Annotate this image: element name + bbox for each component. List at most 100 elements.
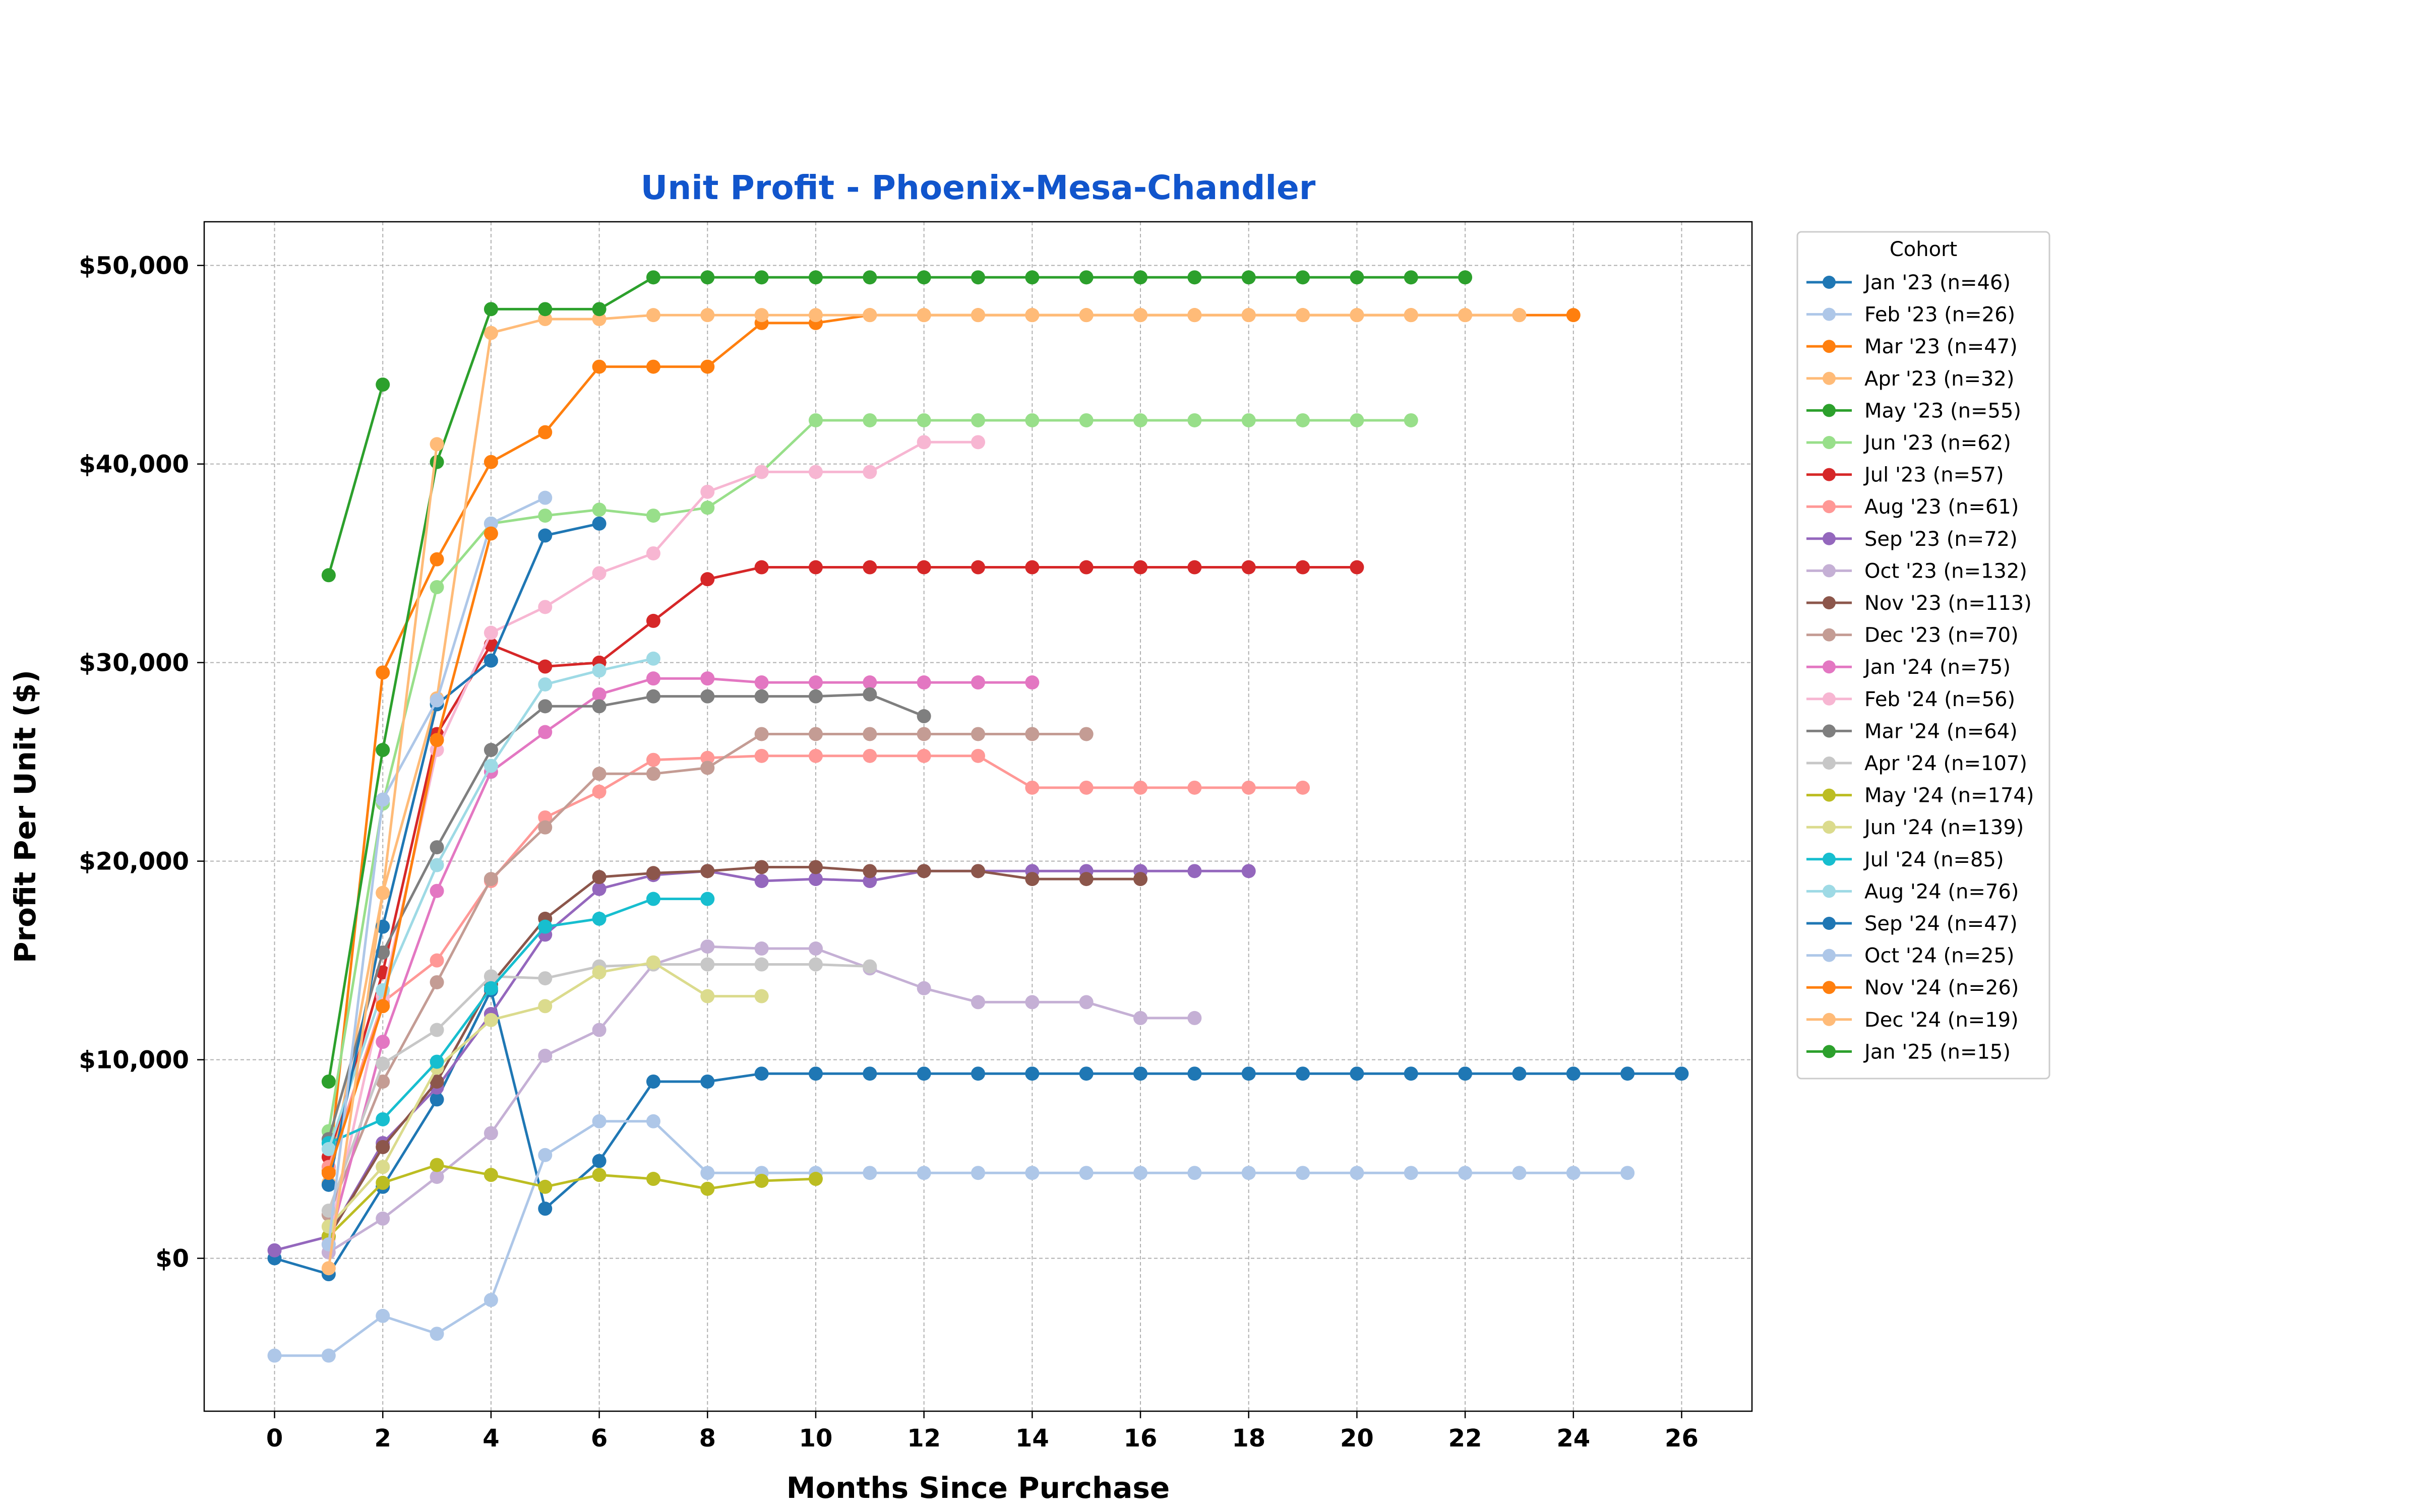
data-point [321, 1177, 336, 1192]
data-point [700, 892, 715, 906]
legend-swatch-marker [1823, 276, 1836, 289]
series-11 [321, 727, 1094, 1222]
series-lines [267, 270, 1689, 1363]
data-point [1187, 780, 1202, 795]
legend-label: Apr '23 (n=32) [1864, 367, 2015, 391]
data-point [592, 302, 607, 317]
data-point [1187, 1066, 1202, 1081]
data-point [321, 1261, 336, 1276]
legend-swatch-marker [1823, 436, 1836, 449]
data-point [321, 1074, 336, 1089]
data-point [483, 1013, 498, 1027]
data-point [483, 872, 498, 887]
legend-swatch-marker [1823, 821, 1836, 834]
data-point [538, 725, 553, 739]
data-point [1404, 1066, 1418, 1081]
data-point [321, 1166, 336, 1180]
data-point [376, 1112, 390, 1126]
data-point [376, 377, 390, 392]
data-point [1025, 675, 1040, 690]
data-point [538, 490, 553, 505]
data-point [1458, 270, 1473, 285]
data-point [971, 308, 985, 323]
y-tick-label: $0 [155, 1245, 189, 1273]
data-point [917, 748, 931, 763]
data-point [700, 359, 715, 374]
data-point [754, 727, 769, 741]
data-point [917, 560, 931, 575]
data-point [430, 693, 444, 708]
x-tick-label: 16 [1124, 1424, 1158, 1453]
data-point [808, 413, 823, 427]
data-point [863, 1166, 877, 1180]
data-point [971, 748, 985, 763]
series-4 [321, 270, 1473, 1089]
data-point [376, 1035, 390, 1049]
series-20 [321, 516, 607, 1192]
data-point [1025, 1166, 1040, 1180]
data-point [538, 820, 553, 835]
data-point [430, 1170, 444, 1184]
legend-swatch-marker [1823, 307, 1836, 321]
data-point [483, 759, 498, 773]
data-point [1133, 1011, 1148, 1025]
data-point [700, 1074, 715, 1089]
data-point [700, 957, 715, 972]
x-tick-label: 8 [699, 1424, 716, 1453]
data-point [1079, 413, 1094, 427]
legend-label: Nov '24 (n=26) [1864, 976, 2019, 999]
data-point [754, 675, 769, 690]
data-point [592, 1023, 607, 1037]
data-point [917, 413, 931, 427]
data-point [646, 1074, 660, 1089]
data-point [700, 308, 715, 323]
data-point [1296, 1166, 1310, 1180]
data-point [808, 957, 823, 972]
data-point [917, 435, 931, 450]
data-point [1079, 1166, 1094, 1180]
data-point [1079, 872, 1094, 887]
data-point [1404, 413, 1418, 427]
data-point [538, 600, 553, 614]
data-point [808, 727, 823, 741]
data-point [971, 1066, 985, 1081]
data-point [971, 864, 985, 878]
series-line [327, 566, 1357, 1158]
data-point [592, 663, 607, 678]
data-point [376, 665, 390, 680]
data-point [430, 858, 444, 872]
legend-swatch-marker [1823, 885, 1836, 898]
x-tick-label: 18 [1232, 1424, 1265, 1453]
data-point [483, 516, 498, 531]
data-point [917, 675, 931, 690]
series-21 [321, 490, 553, 1252]
y-tick-label: $50,000 [79, 252, 189, 280]
data-point [700, 939, 715, 954]
legend-swatch-marker [1823, 1045, 1836, 1058]
data-point [538, 971, 553, 986]
data-point [808, 860, 823, 874]
data-point [754, 989, 769, 1003]
data-point [483, 981, 498, 995]
data-point [483, 743, 498, 758]
data-point [1187, 1011, 1202, 1025]
legend-swatch-marker [1823, 404, 1836, 417]
data-point [1133, 560, 1148, 575]
data-point [592, 881, 607, 896]
data-point [592, 502, 607, 517]
legend-label: Aug '24 (n=76) [1864, 880, 2019, 903]
data-point [1241, 560, 1256, 575]
data-point [1025, 727, 1040, 741]
data-point [592, 784, 607, 799]
data-point [1458, 1166, 1473, 1180]
data-point [863, 1066, 877, 1081]
data-point [592, 566, 607, 581]
data-point [700, 572, 715, 587]
data-point [1458, 308, 1473, 323]
data-point [700, 270, 715, 285]
data-point [1296, 780, 1310, 795]
data-point [1133, 270, 1148, 285]
x-tick-label: 0 [266, 1424, 283, 1453]
data-point [1187, 864, 1202, 878]
